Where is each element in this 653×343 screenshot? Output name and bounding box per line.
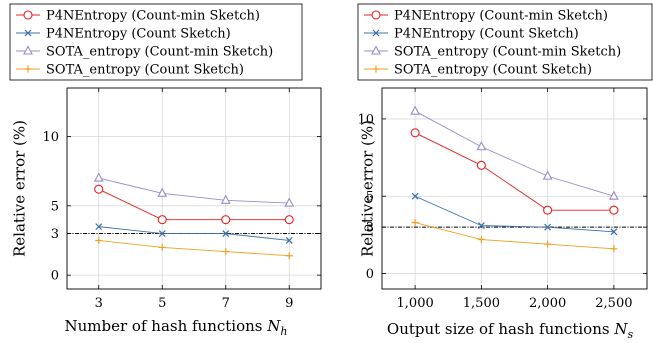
data-point bbox=[158, 243, 166, 251]
x-axis-label-symbol: N bbox=[266, 317, 281, 335]
x-tick-label: 3 bbox=[95, 296, 103, 311]
y-axis-label: Relative error (%) bbox=[10, 120, 28, 257]
data-point bbox=[411, 192, 419, 200]
data-point bbox=[610, 228, 618, 236]
data-point bbox=[285, 252, 293, 260]
legend-marker bbox=[372, 65, 380, 73]
series-4 bbox=[411, 219, 618, 253]
chart-panel-1: 3 5 7 9 0 3 5 10 Relative error (%) Number of has… bbox=[9, 3, 322, 338]
y-tick-label: 5 bbox=[51, 199, 59, 214]
x-tick-label: 1,000 bbox=[397, 296, 434, 311]
data-point bbox=[411, 219, 419, 227]
data-point bbox=[609, 205, 619, 215]
legend-label: P4NEntropy (Count Sketch) bbox=[394, 27, 579, 42]
series-4 bbox=[95, 236, 293, 260]
legend-label: P4NEntropy (Count-min Sketch) bbox=[46, 9, 260, 24]
data-point bbox=[157, 187, 168, 197]
data-point bbox=[610, 245, 618, 253]
legend-label: P4NEntropy (Count-min Sketch) bbox=[394, 9, 608, 24]
legend-label: SOTA_entropy (Count Sketch) bbox=[394, 63, 592, 78]
data-point bbox=[222, 230, 230, 237]
data-point bbox=[410, 128, 420, 138]
data-point bbox=[95, 236, 103, 244]
series-3 bbox=[410, 105, 619, 200]
legend-marker bbox=[371, 10, 381, 20]
x-tick-label: 2,500 bbox=[595, 296, 632, 311]
y-tick-label: 10 bbox=[357, 112, 374, 127]
series-3 bbox=[93, 172, 295, 207]
series-1 bbox=[94, 184, 294, 225]
x-tick-label: 5 bbox=[158, 296, 166, 311]
data-point bbox=[543, 205, 553, 215]
legend-marker bbox=[23, 45, 33, 55]
series-line bbox=[415, 222, 614, 250]
data-point bbox=[410, 105, 421, 115]
data-point bbox=[477, 236, 485, 244]
x-axis-label-text: Output size of hash functions bbox=[387, 320, 614, 338]
legend-marker bbox=[23, 10, 33, 20]
x-axis-label: Number of hash functions Nh bbox=[65, 317, 288, 338]
data-point bbox=[222, 248, 230, 256]
y-tick-label: 3 bbox=[51, 227, 59, 242]
data-point bbox=[220, 194, 231, 204]
legend-marker bbox=[372, 29, 380, 37]
data-point bbox=[476, 141, 487, 151]
y-tick-label: 10 bbox=[42, 130, 59, 145]
y-tick-label: 0 bbox=[51, 269, 59, 284]
data-point bbox=[476, 160, 486, 170]
series-line bbox=[414, 195, 614, 233]
series-line bbox=[414, 132, 614, 211]
legend-marker bbox=[24, 29, 32, 37]
legend: P4NEntropy (Count-min Sketch) P4NEntropy … bbox=[9, 3, 303, 81]
plot-area bbox=[66, 87, 322, 290]
data-point bbox=[93, 172, 104, 182]
series-line bbox=[98, 240, 290, 257]
x-axis-label-text: Number of hash functions bbox=[65, 317, 268, 335]
legend-marker bbox=[371, 45, 381, 55]
x-axis-label-subscript: s bbox=[627, 328, 633, 341]
data-point bbox=[544, 240, 552, 248]
series-line bbox=[414, 110, 615, 197]
x-axis-label: Output size of hash functions Ns bbox=[387, 320, 634, 341]
x-tick-label: 1,500 bbox=[463, 296, 500, 311]
legend-label: P4NEntropy (Count Sketch) bbox=[46, 27, 231, 42]
data-point bbox=[157, 215, 167, 225]
legend: P4NEntropy (Count-min Sketch) P4NEntropy … bbox=[357, 3, 653, 81]
x-tick-label: 2,000 bbox=[529, 296, 566, 311]
series-line bbox=[98, 226, 290, 241]
data-point bbox=[285, 237, 293, 244]
y-tick-label: 3 bbox=[366, 221, 374, 236]
legend-marker bbox=[24, 65, 32, 73]
series-1 bbox=[410, 128, 619, 215]
x-axis-label-subscript: h bbox=[280, 325, 287, 338]
data-point bbox=[94, 184, 104, 194]
series-line bbox=[98, 188, 290, 221]
data-point bbox=[477, 222, 485, 230]
legend-box bbox=[9, 3, 303, 81]
legend-label: SOTA_entropy (Count-min Sketch) bbox=[46, 45, 273, 60]
x-tick-label: 7 bbox=[222, 296, 230, 311]
plot-area bbox=[381, 87, 648, 290]
data-point bbox=[158, 230, 166, 237]
x-tick-label: 9 bbox=[285, 296, 293, 311]
series-2 bbox=[95, 223, 293, 244]
data-point bbox=[284, 215, 294, 225]
series-2 bbox=[411, 192, 618, 236]
data-point bbox=[221, 215, 231, 225]
data-point bbox=[608, 190, 619, 200]
data-point bbox=[542, 170, 553, 180]
data-point bbox=[95, 223, 103, 231]
y-tick-label: 5 bbox=[366, 190, 374, 205]
legend-box bbox=[357, 3, 653, 81]
legend-label: SOTA_entropy (Count-min Sketch) bbox=[394, 45, 621, 60]
data-point bbox=[544, 223, 552, 231]
x-axis-label-symbol: N bbox=[613, 320, 628, 338]
y-axis-label: Relative error (%) bbox=[358, 120, 376, 257]
y-tick-label: 0 bbox=[366, 267, 374, 282]
data-point bbox=[284, 197, 295, 207]
legend-label: SOTA_entropy (Count Sketch) bbox=[46, 63, 244, 78]
series-line bbox=[98, 177, 290, 204]
